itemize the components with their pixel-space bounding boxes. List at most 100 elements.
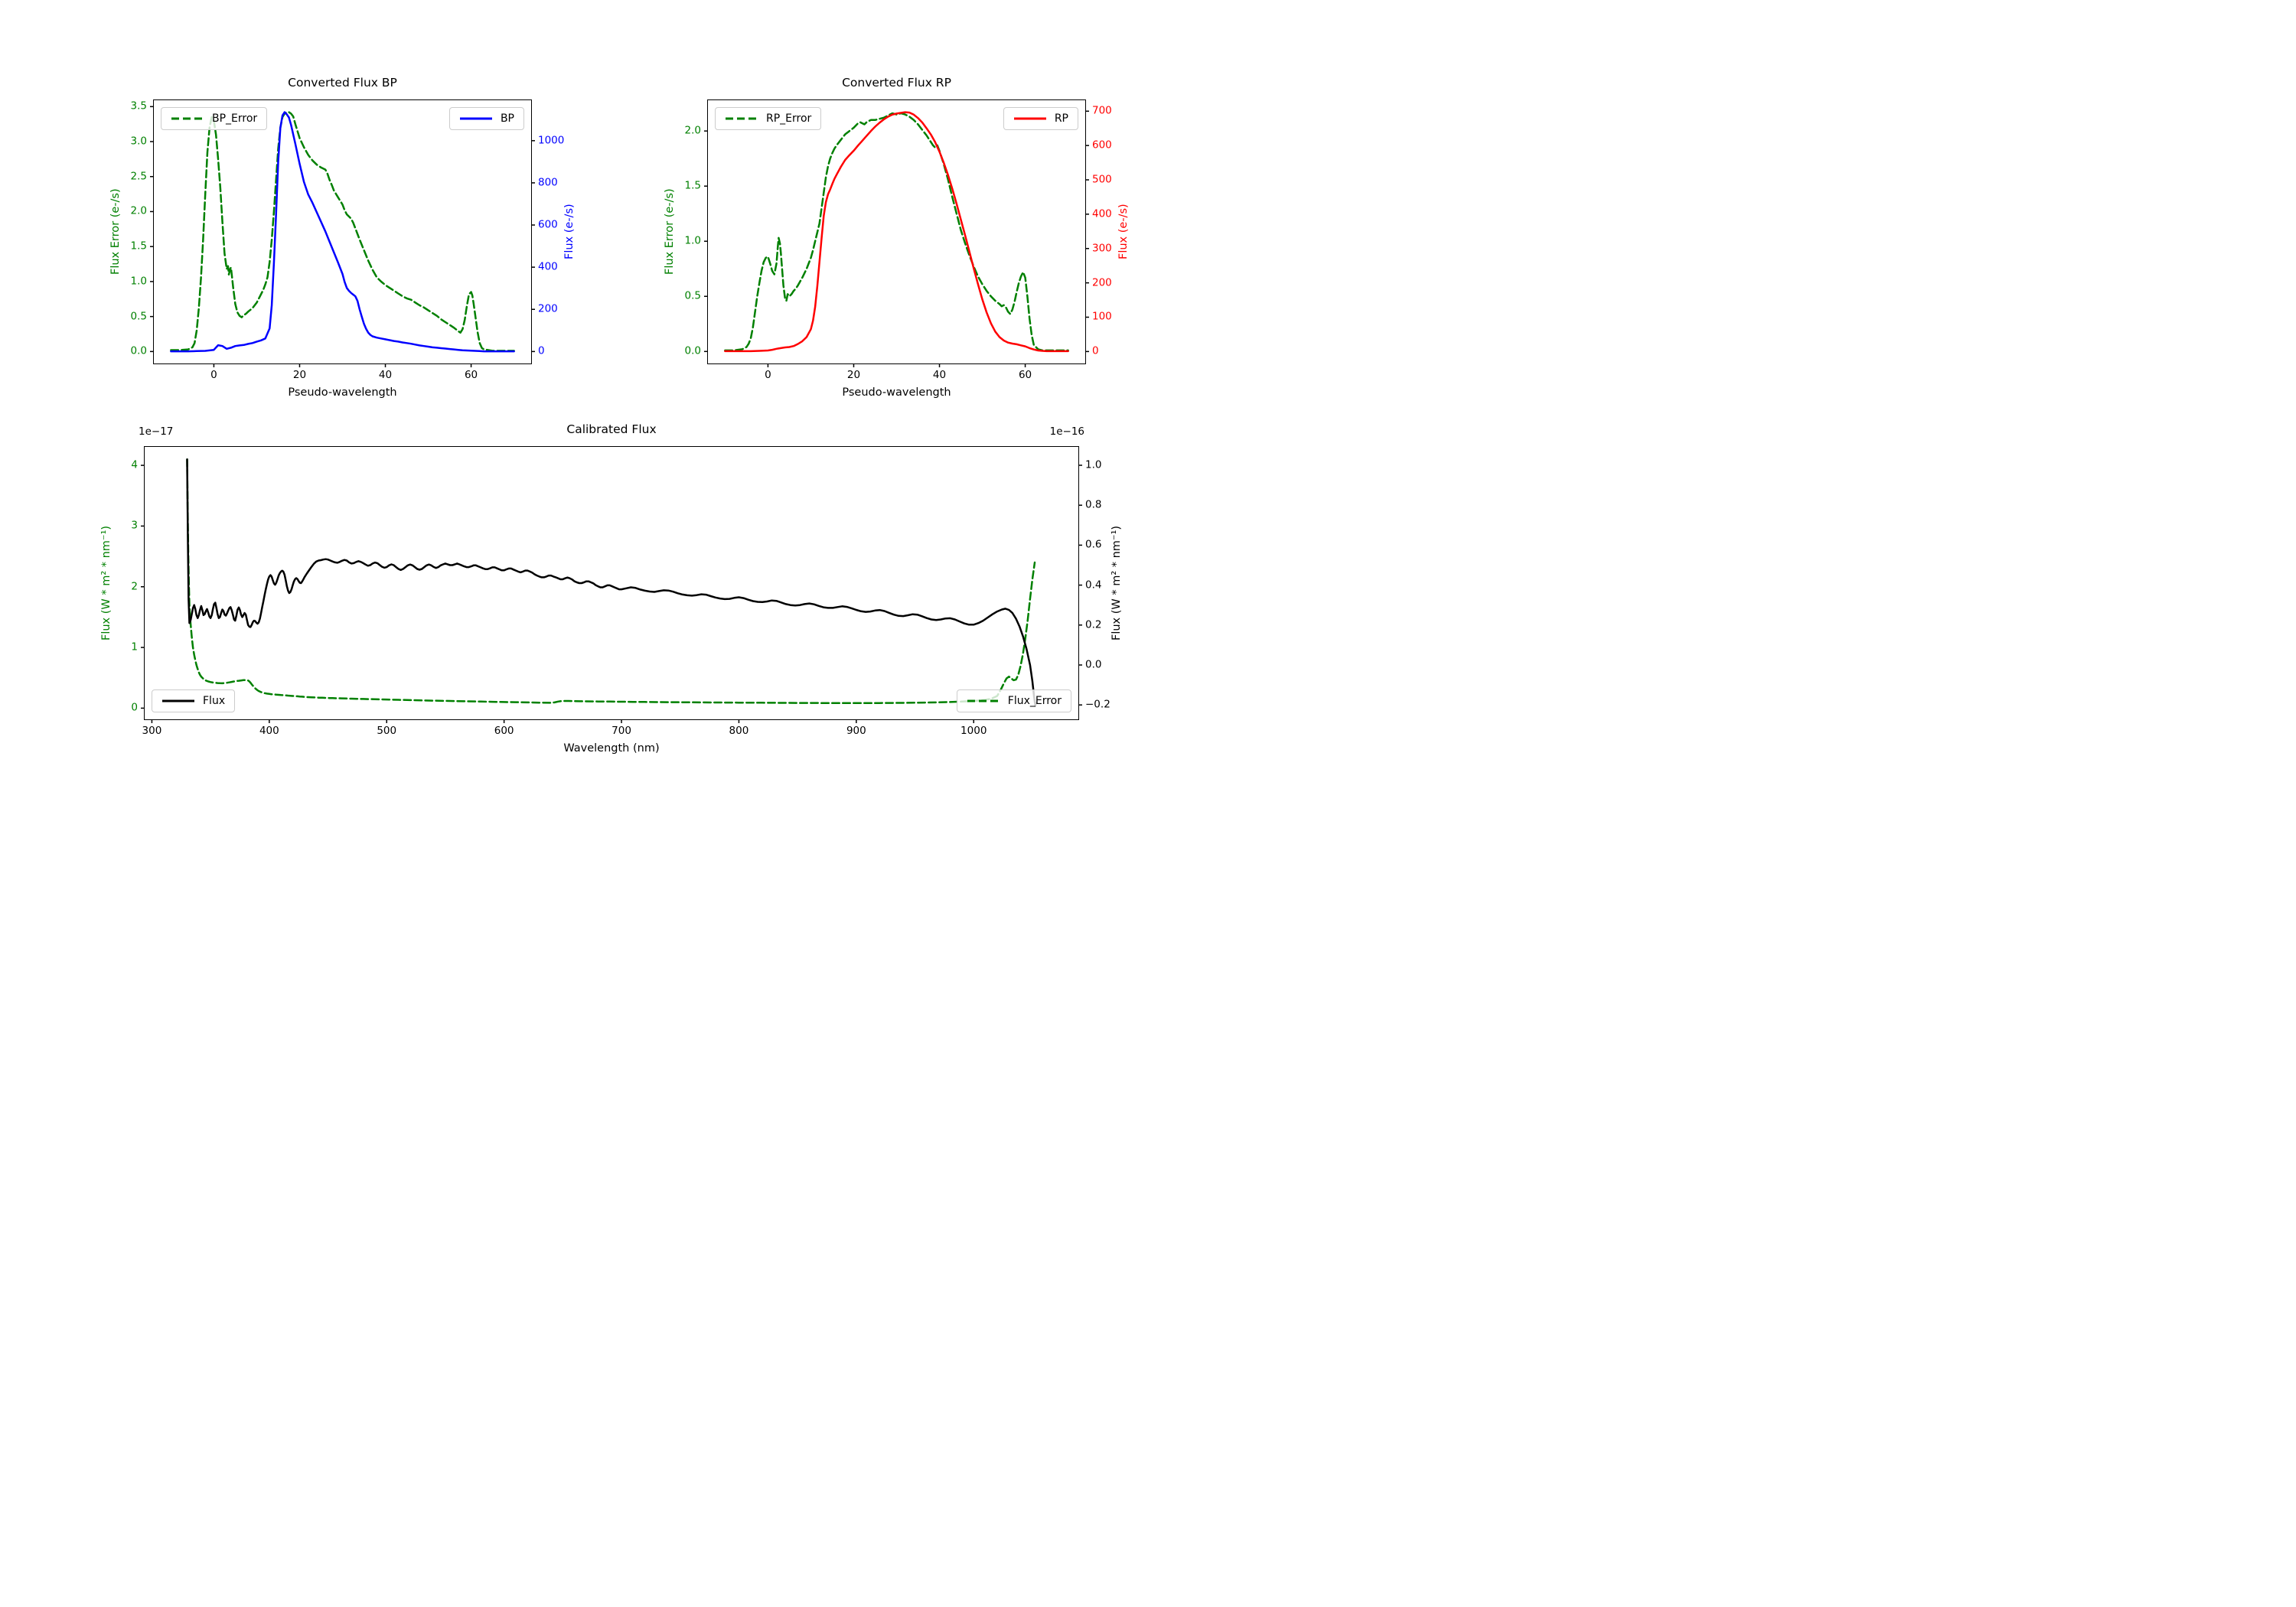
tick-label: 20: [292, 369, 307, 381]
right-y-axis-label: Flux (W * m² * nm⁻¹): [1110, 525, 1123, 641]
tick-label: 1000: [538, 134, 565, 147]
legend-sample-line: [459, 117, 492, 120]
legend-label: Flux_Error: [1007, 695, 1062, 707]
curves-svg: [150, 106, 535, 367]
tick-label: 2.5: [130, 170, 147, 182]
plot-title: Calibrated Flux: [566, 422, 657, 436]
tick-label: 3.5: [130, 99, 147, 112]
legend-sample-line: [726, 117, 758, 120]
tick-label: 200: [538, 302, 558, 315]
rp_error-curve: [724, 112, 1069, 352]
tick-label: 0.5: [684, 289, 701, 302]
right-y-axis-label: Flux (e-/s): [1117, 204, 1130, 260]
tick-label: 0.4: [1085, 578, 1102, 591]
curves-svg: [141, 458, 1082, 723]
tick-label: 1.0: [130, 275, 147, 288]
left-axis-offset-text: 1e−17: [139, 425, 174, 438]
legend-sample-line: [162, 699, 194, 702]
tick-label: 700: [1092, 104, 1112, 117]
tick-label: 0.0: [1085, 658, 1102, 671]
tick-label: 60: [1018, 369, 1032, 381]
legend-sample-line: [1013, 117, 1046, 120]
tick-label: 0.2: [1085, 618, 1102, 631]
tick-label: 1: [131, 641, 138, 654]
legend-flux_error: Flux_Error: [956, 689, 1071, 712]
left-y-axis-label: Flux Error (e-/s): [109, 188, 122, 275]
tick-label: 400: [538, 260, 558, 273]
plot-title: Converted Flux BP: [288, 76, 397, 90]
tick-label: 600: [1092, 139, 1112, 152]
legend-sample-line: [967, 699, 1000, 702]
flux-curve: [186, 458, 1037, 707]
plot-converted-flux-bp: Converted Flux BP Pseudo-wavelength Flux…: [109, 76, 576, 399]
legend-rp: RP: [1003, 107, 1078, 130]
tick-label: 400: [1092, 207, 1112, 220]
tick-label: 0: [538, 344, 545, 357]
legend-label: BP_Error: [212, 112, 258, 125]
tick-label: 0.0: [130, 344, 147, 357]
tick-label: 60: [464, 369, 478, 381]
bp-curve: [170, 111, 515, 353]
tick-label: −0.2: [1085, 698, 1110, 711]
legend-bp_error: BP_Error: [161, 107, 268, 130]
legend-bp: BP: [448, 107, 524, 130]
tick-label: 20: [846, 369, 861, 381]
x-axis-label: Pseudo-wavelength: [288, 386, 397, 399]
tick-label: 200: [1092, 275, 1112, 288]
left-y-axis-label: Flux (W * m² * nm⁻¹): [100, 525, 113, 641]
tick-label: 300: [1092, 242, 1112, 254]
tick-label: 0: [765, 369, 771, 381]
tick-label: 100: [1092, 310, 1112, 323]
tick-label: 3: [131, 519, 138, 532]
tick-label: 1.5: [684, 179, 701, 192]
figure-canvas: Converted Flux BP Pseudo-wavelength Flux…: [0, 0, 1148, 804]
tick-label: 600: [494, 725, 514, 737]
tick-label: 1.5: [130, 240, 147, 253]
plot-converted-flux-rp: Converted Flux RP Pseudo-wavelength Flux…: [664, 76, 1130, 399]
tick-label: 800: [729, 725, 749, 737]
legend-label: RP_Error: [766, 112, 812, 125]
tick-label: 900: [846, 725, 866, 737]
legend-label: BP: [500, 112, 514, 125]
tick-label: 0: [1092, 344, 1099, 357]
right-y-axis-label: Flux (e-/s): [563, 204, 576, 260]
rp-curve: [724, 111, 1069, 353]
tick-label: 0: [210, 369, 217, 381]
tick-label: 500: [1092, 173, 1112, 186]
tick-label: 1.0: [684, 234, 701, 247]
tick-label: 0.0: [684, 344, 701, 357]
tick-label: 0.5: [130, 309, 147, 322]
tick-label: 3.0: [130, 135, 147, 148]
tick-label: 0: [131, 701, 138, 714]
legend-label: Flux: [203, 695, 226, 707]
bp_error-curve: [170, 111, 515, 352]
curves-svg: [704, 110, 1089, 367]
legend-rp_error: RP_Error: [715, 107, 822, 130]
tick-label: 1.0: [1085, 458, 1102, 471]
x-axis-label: Wavelength (nm): [563, 742, 660, 755]
legend-sample-line: [171, 117, 204, 120]
left-y-axis-label: Flux Error (e-/s): [664, 188, 676, 275]
tick-label: 2.0: [130, 204, 147, 217]
legend-label: RP: [1054, 112, 1068, 125]
flux_error-curve: [186, 458, 1036, 704]
plot-calibrated-flux: Calibrated Flux 1e−17 1e−16 Wavelength (…: [100, 422, 1123, 755]
tick-label: 500: [377, 725, 397, 737]
tick-label: 700: [612, 725, 631, 737]
tick-label: 400: [259, 725, 279, 737]
tick-label: 2: [131, 580, 138, 592]
tick-label: 2.0: [684, 124, 701, 137]
tick-label: 40: [378, 369, 393, 381]
tick-label: 1000: [960, 725, 987, 737]
tick-label: 600: [538, 218, 558, 231]
tick-label: 300: [142, 725, 162, 737]
tick-label: 0.6: [1085, 538, 1102, 551]
tick-label: 800: [538, 176, 558, 189]
plot-title: Converted Flux RP: [842, 76, 951, 90]
x-axis-label: Pseudo-wavelength: [842, 386, 951, 399]
tick-label: 40: [932, 369, 947, 381]
tick-label: 4: [131, 458, 138, 471]
tick-label: 0.8: [1085, 498, 1102, 511]
right-axis-offset-text: 1e−16: [1049, 425, 1084, 438]
legend-flux: Flux: [152, 689, 236, 712]
